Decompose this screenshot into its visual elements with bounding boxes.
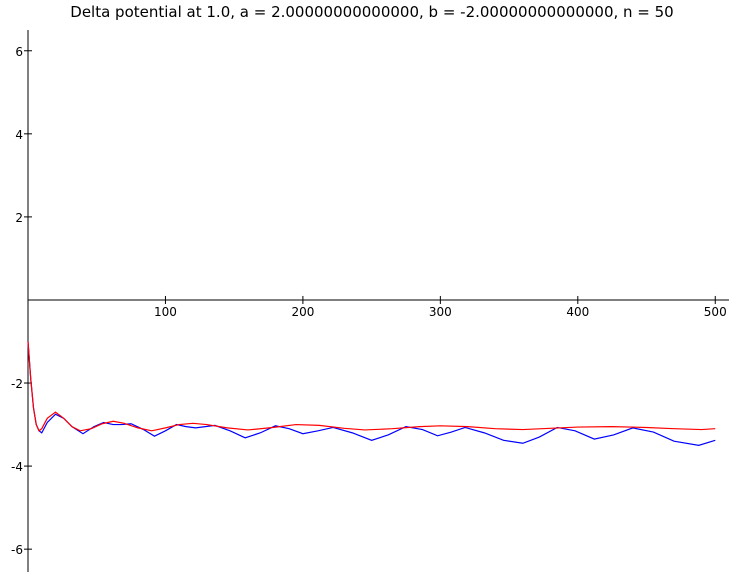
y-tick-label: 2 xyxy=(15,211,23,225)
x-tick-label: 500 xyxy=(704,305,727,319)
series-line xyxy=(27,341,716,432)
chart-title: Delta potential at 1.0, a = 2.0000000000… xyxy=(70,3,673,21)
y-tick-label: -4 xyxy=(11,460,23,474)
x-tick-label: 200 xyxy=(291,305,314,319)
y-tick-label: 6 xyxy=(15,45,23,59)
y-tick-label: -6 xyxy=(11,543,23,557)
y-tick-label: -2 xyxy=(11,377,23,391)
x-tick-label: 100 xyxy=(154,305,177,319)
x-tick-label: 400 xyxy=(566,305,589,319)
x-tick-label: 300 xyxy=(429,305,452,319)
y-tick-label: 4 xyxy=(15,128,23,142)
